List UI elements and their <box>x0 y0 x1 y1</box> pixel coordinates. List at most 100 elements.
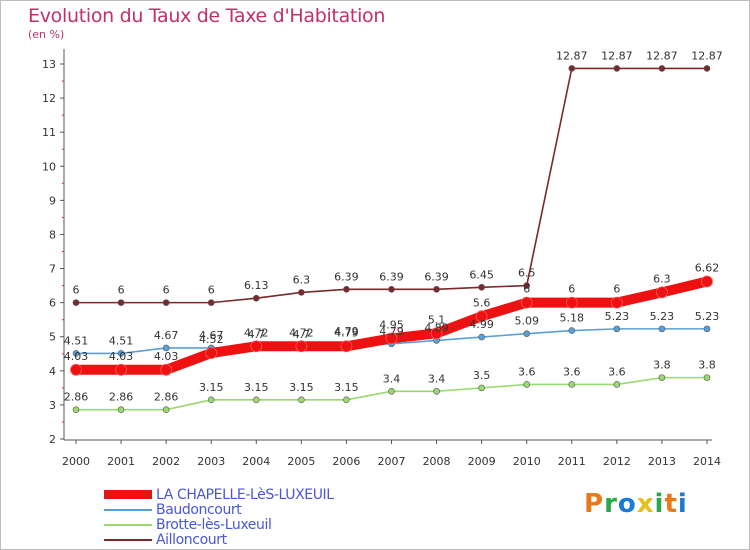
x-tick-label: 2007 <box>378 455 406 468</box>
series-point-2 <box>298 396 305 404</box>
x-tick-label: 2009 <box>468 455 496 468</box>
series-point-0 <box>701 275 713 288</box>
series-point-3 <box>568 65 576 72</box>
data-label-0: 4.72 <box>289 326 314 339</box>
data-label-1: 5.18 <box>560 312 585 325</box>
legend-swatch <box>104 523 152 526</box>
data-label-1: 4.79 <box>379 325 404 338</box>
data-label-1: 5.23 <box>605 310 630 323</box>
legend-item: LA CHAPELLE-LèS-LUXEUIL <box>104 487 334 503</box>
series-point-1 <box>658 325 666 333</box>
series-point-2 <box>388 387 395 395</box>
y-tick-label: 6 <box>49 297 56 310</box>
data-label-3: 6 <box>208 284 215 297</box>
series-point-3 <box>433 286 440 293</box>
series-point-2 <box>117 406 125 413</box>
data-label-2: 3.5 <box>473 369 491 382</box>
series-point-2 <box>343 396 350 404</box>
x-tick-label: 2011 <box>558 455 586 468</box>
data-label-0: 4.95 <box>379 318 404 331</box>
data-label-2: 3.8 <box>698 359 716 372</box>
series-point-0 <box>340 340 353 353</box>
data-label-3: 6.45 <box>469 268 494 281</box>
y-tick-label: 11 <box>42 126 56 139</box>
data-label-1: 4.99 <box>469 318 494 331</box>
data-label-0: 6 <box>568 283 575 296</box>
y-tick-label: 8 <box>49 228 56 241</box>
series-point-3 <box>523 282 531 289</box>
data-label-0: 4.03 <box>154 350 179 363</box>
series-point-3 <box>613 65 621 72</box>
series-point-3 <box>478 283 485 291</box>
data-label-3: 6.39 <box>424 270 449 283</box>
data-label-1: 4.67 <box>199 329 224 342</box>
data-label-1: 5.23 <box>650 310 675 323</box>
data-label-2: 3.15 <box>199 381 224 394</box>
data-label-2: 3.4 <box>383 372 401 385</box>
data-label-2: 3.6 <box>518 365 536 378</box>
data-label-3: 12.87 <box>601 49 633 62</box>
x-tick-label: 2012 <box>603 455 631 468</box>
logo-letter: x <box>636 489 655 519</box>
logo-letter: o <box>617 489 637 519</box>
x-tick-label: 2013 <box>648 455 676 468</box>
y-tick-label: 2 <box>49 433 56 446</box>
y-tick-label: 5 <box>49 331 56 344</box>
proxiti-logo: Proxiti <box>584 489 688 519</box>
series-point-0 <box>385 332 398 345</box>
y-tick-label: 12 <box>42 92 56 105</box>
series-point-3 <box>703 65 711 72</box>
y-tick-label: 4 <box>49 365 56 378</box>
series-point-1 <box>478 333 485 341</box>
series-point-3 <box>162 299 170 306</box>
legend-label: Ailloncourt <box>156 531 227 548</box>
series-line-3 <box>75 67 708 304</box>
data-label-3: 6 <box>163 284 170 297</box>
series-point-3 <box>207 299 215 306</box>
data-label-0: 6 <box>523 283 530 296</box>
series-point-3 <box>252 294 260 302</box>
legend-swatch <box>104 508 152 511</box>
series-point-2 <box>207 396 215 404</box>
data-label-1: 5.09 <box>514 315 539 328</box>
series-point-1 <box>703 325 711 333</box>
series-point-3 <box>117 299 125 306</box>
x-tick-label: 2014 <box>693 455 721 468</box>
x-tick-label: 2005 <box>287 455 315 468</box>
y-tick-label: 7 <box>49 263 56 276</box>
series-point-2 <box>478 384 485 392</box>
logo-letter: i <box>654 489 665 519</box>
series-point-1 <box>523 330 531 337</box>
series-point-0 <box>475 310 488 323</box>
data-label-2: 2.86 <box>154 391 179 404</box>
series-point-2 <box>162 406 170 413</box>
series-point-0 <box>520 296 533 309</box>
data-label-1: 4.89 <box>424 321 449 334</box>
series-point-0 <box>70 363 82 376</box>
data-label-1: 4.7 <box>293 328 311 341</box>
data-label-0: 6 <box>613 283 620 296</box>
series-point-0 <box>295 340 308 353</box>
data-label-3: 6 <box>73 284 80 297</box>
legend-item: Ailloncourt <box>104 531 334 548</box>
series-point-3 <box>388 286 395 293</box>
logo-letter: P <box>584 489 605 519</box>
legend-item: Brotte-lès-Luxeuil <box>104 517 334 533</box>
series-point-0 <box>250 340 263 353</box>
y-tick-label: 3 <box>49 399 56 412</box>
series-point-3 <box>658 65 666 72</box>
data-label-3: 6 <box>118 284 125 297</box>
data-label-2: 3.15 <box>289 381 314 394</box>
data-label-3: 12.87 <box>646 49 678 62</box>
data-label-0: 4.03 <box>109 350 134 363</box>
logo-letter: t <box>664 489 678 519</box>
series-point-2 <box>433 387 440 395</box>
data-label-2: 3.4 <box>428 372 446 385</box>
data-label-1: 4.79 <box>334 325 359 338</box>
series-point-2 <box>72 406 80 413</box>
data-label-2: 3.6 <box>608 365 626 378</box>
series-point-0 <box>610 296 623 309</box>
series-point-0 <box>115 363 127 376</box>
x-tick-label: 2010 <box>513 455 541 468</box>
